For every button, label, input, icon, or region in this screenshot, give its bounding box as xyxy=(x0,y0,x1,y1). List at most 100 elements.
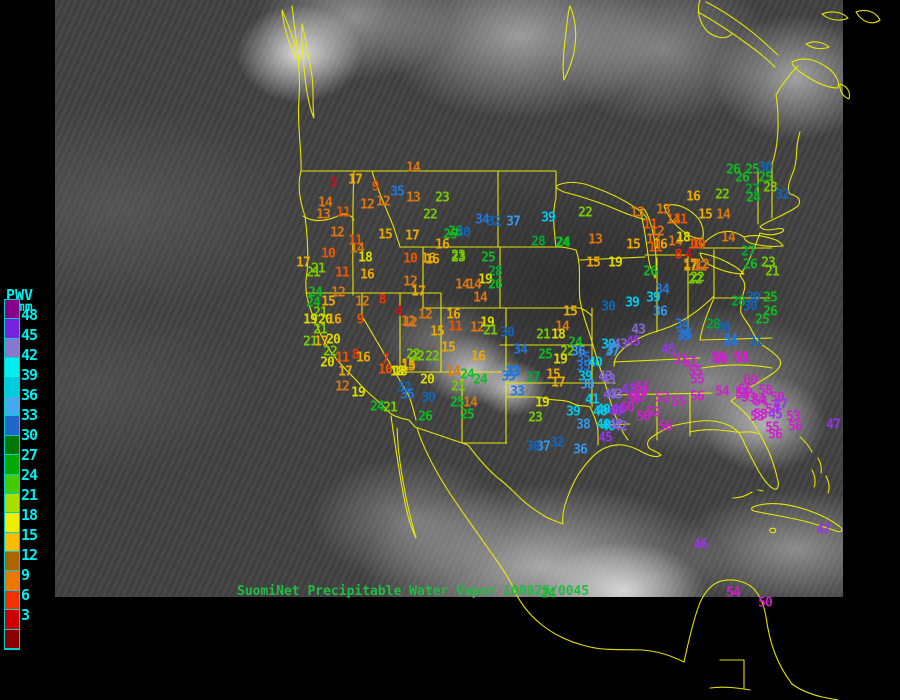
station-value: 43 xyxy=(603,387,618,403)
south-lines xyxy=(613,337,773,441)
station-value: 11 xyxy=(335,265,350,281)
station-value: 30 xyxy=(500,325,515,341)
station-value: 12 xyxy=(695,257,710,273)
station-value: 56 xyxy=(690,389,705,405)
station-value: 46 xyxy=(608,404,623,420)
wyoming xyxy=(422,170,507,309)
st-lawrence xyxy=(697,1,779,68)
legend-label: 9 xyxy=(21,566,30,584)
legend-swatch xyxy=(5,629,19,650)
station-value: 42 xyxy=(613,419,628,435)
station-value: 14 xyxy=(721,230,736,246)
station-value: 50 xyxy=(758,595,773,611)
station-value: 25 xyxy=(460,407,475,423)
station-value: 18 xyxy=(551,327,566,343)
station-value: 53 xyxy=(735,387,750,403)
yucatan xyxy=(683,579,793,691)
station-value: 23 xyxy=(435,190,450,206)
station-value: 35 xyxy=(501,369,516,385)
legend-swatch xyxy=(5,396,19,417)
station-value: 34 xyxy=(513,342,528,358)
station-value: 13 xyxy=(406,190,421,206)
station-value: 35 xyxy=(576,350,591,366)
station-value: 21 xyxy=(306,265,321,281)
station-value: 54 xyxy=(765,402,780,418)
station-value: 13 xyxy=(588,232,603,248)
state-lines-nw xyxy=(302,170,499,296)
station-value: 28 xyxy=(706,317,721,333)
station-value: 51 xyxy=(673,352,688,368)
station-value: 15 xyxy=(321,294,336,310)
station-value: 11 xyxy=(336,205,351,221)
mississippi-river xyxy=(575,249,629,441)
station-value: 21 xyxy=(483,323,498,339)
legend-swatch xyxy=(5,319,19,339)
station-value: 8 xyxy=(351,347,360,363)
station-value: 43 xyxy=(601,372,616,388)
station-value: 14 xyxy=(318,195,333,211)
station-value: 38 xyxy=(580,377,595,393)
station-value: 17 xyxy=(338,364,353,380)
ohio-river-appalachia xyxy=(613,295,715,367)
lake-erie xyxy=(699,252,745,275)
station-value: 21 xyxy=(451,379,466,395)
station-value: 12 xyxy=(401,314,416,330)
station-value: 56 xyxy=(738,382,753,398)
station-value: 51 xyxy=(635,380,650,396)
station-value: 25 xyxy=(763,290,778,306)
lake-michigan xyxy=(639,208,657,279)
station-value: 51 xyxy=(633,384,648,400)
station-value: 22 xyxy=(425,349,440,365)
station-value: 12 xyxy=(360,197,375,213)
legend-swatch xyxy=(5,513,19,533)
station-value: 36 xyxy=(573,442,588,458)
station-value: 27 xyxy=(745,182,760,198)
station-value: 11 xyxy=(448,319,463,335)
station-value: 21 xyxy=(765,264,780,280)
station-value: 20 xyxy=(326,332,341,348)
lake-winnipeg xyxy=(562,0,733,81)
station-value: 56 xyxy=(768,427,783,443)
station-value: 15 xyxy=(698,207,713,223)
station-value: 15 xyxy=(401,357,416,373)
station-value: 15 xyxy=(626,237,641,253)
station-value: 24 xyxy=(308,285,323,301)
station-value: 19 xyxy=(303,312,318,328)
station-value: 51 xyxy=(735,350,750,366)
coastline-east-gulf xyxy=(562,131,801,525)
station-value: 26 xyxy=(643,264,658,280)
legend-label: 30 xyxy=(21,426,38,444)
station-value: 22 xyxy=(406,347,421,363)
coastline-west xyxy=(291,5,392,415)
station-value: 42 xyxy=(608,417,623,433)
legend-swatch xyxy=(5,416,19,436)
station-value: 54 xyxy=(753,394,768,410)
station-value: 40 xyxy=(601,419,616,435)
station-value: 14 xyxy=(463,395,478,411)
station-value: 12 xyxy=(403,274,418,290)
station-value: 16 xyxy=(425,252,440,268)
canada-border xyxy=(300,170,557,199)
station-value: 34 xyxy=(675,317,690,333)
legend-swatches xyxy=(4,299,20,651)
station-value: 36 xyxy=(571,344,586,360)
legend-swatch xyxy=(5,493,19,514)
station-value: 30 xyxy=(758,160,773,176)
legend-swatch xyxy=(5,377,19,397)
station-value: 12 xyxy=(418,307,433,323)
station-value: 17 xyxy=(411,284,426,300)
station-value: 34 xyxy=(723,335,738,351)
station-value: 55 xyxy=(765,420,780,436)
station-value: 50 xyxy=(636,409,651,425)
station-value: 23 xyxy=(451,250,466,266)
station-value: 32 xyxy=(487,214,502,230)
station-value: 12 xyxy=(650,224,665,240)
station-value: 16 xyxy=(653,237,668,253)
station-value: 34 xyxy=(475,212,490,228)
station-value: 21 xyxy=(311,261,326,277)
midwest-lines xyxy=(579,254,689,426)
station-value: 22 xyxy=(688,272,703,288)
station-value: 32 xyxy=(397,380,412,396)
station-value: 47 xyxy=(621,382,636,398)
